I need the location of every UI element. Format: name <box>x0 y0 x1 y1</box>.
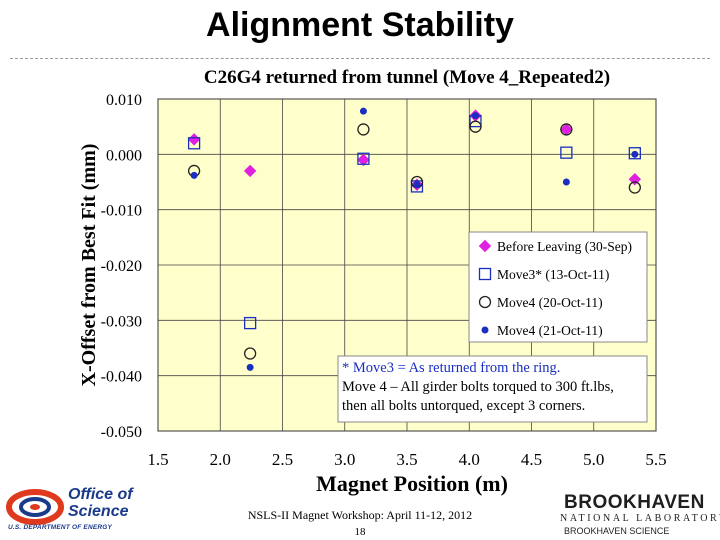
data-point-diamond <box>243 164 257 178</box>
legend-label: Move4 (20-Oct-11) <box>497 295 603 310</box>
y-tick-label: -0.010 <box>101 203 142 220</box>
legend-marker-square <box>478 267 492 281</box>
data-point-square <box>187 137 201 150</box>
data-point-circle <box>469 120 482 133</box>
legend-marker-diamond <box>478 239 492 253</box>
scatter-chart: 1.5 2.0 2.5 3.0 3.5 4.0 4.5 5.0 5.5 0.010 0.000 -0.… <box>78 67 667 496</box>
y-tick-label: 0.010 <box>106 92 142 109</box>
x-tick-label: 1.5 <box>147 450 168 469</box>
data-point-square <box>560 146 573 159</box>
y-tick-label: -0.040 <box>101 369 142 386</box>
slide-title: Alignment Stability <box>206 6 514 44</box>
y-tick-label: 0.000 <box>106 147 142 164</box>
x-tick-label: 5.0 <box>583 450 604 469</box>
data-point-circle <box>357 123 370 136</box>
annotation-box <box>337 355 648 423</box>
data-point-diamond <box>628 173 642 186</box>
bnl-assoc: BROOKHAVEN SCIENCE <box>564 526 670 536</box>
legend-label: Before Leaving (30-Sep) <box>497 239 632 254</box>
data-point-square <box>628 147 641 160</box>
title-divider <box>10 58 710 59</box>
data-point-dot <box>631 150 639 158</box>
data-point-circle <box>628 181 641 194</box>
data-point-square <box>357 152 370 165</box>
x-tick-label: 4.0 <box>459 450 480 469</box>
bnl-lab: NATIONAL LABORATORY <box>560 513 720 524</box>
footer-page-number: 18 <box>354 526 366 538</box>
bnl-name: BROOKHAVEN <box>564 492 705 513</box>
x-tick-label: 5.5 <box>645 450 666 469</box>
x-tick-label: 4.5 <box>521 450 542 469</box>
legend-marker-dot <box>481 326 489 334</box>
data-point-diamond <box>357 153 370 167</box>
data-point-dot <box>413 181 421 189</box>
legend-label: Move3* (13-Oct-11) <box>497 267 609 282</box>
data-point-dot <box>190 171 198 179</box>
data-point-square <box>243 316 257 330</box>
annotation-line: then all bolts untorqued, except 3 corne… <box>342 398 585 414</box>
x-tick-label: 3.0 <box>334 450 355 469</box>
x-tick-label: 3.5 <box>396 450 417 469</box>
data-point-circle <box>560 123 573 136</box>
legend-marker-circle <box>478 295 492 309</box>
legend-box <box>468 231 648 343</box>
annotation-line: * Move3 = As returned from the ring. <box>342 360 560 376</box>
doe-org-name: Office of Science <box>68 486 133 520</box>
y-tick-label: -0.030 <box>101 313 142 330</box>
brookhaven-logo: BROOKHAVEN NATIONAL LABORATORY BROOKHAVE… <box>550 492 720 538</box>
doe-office-of-science-logo: Office of Science U.S. DEPARTMENT OF ENER… <box>4 484 154 532</box>
data-point-circle <box>243 347 257 360</box>
x-tick-label: 2.5 <box>272 450 293 469</box>
x-axis-label: Magnet Position (m) <box>316 471 508 496</box>
data-point-dot <box>359 107 367 115</box>
x-tick-label: 2.0 <box>210 450 231 469</box>
chart-title: C26G4 returned from tunnel (Move 4_Repea… <box>204 67 610 88</box>
data-point-dot <box>246 363 254 371</box>
data-point-square <box>410 180 424 193</box>
footer-event: NSLS-II Magnet Workshop: April 11-12, 20… <box>247 508 473 522</box>
doe-swirl-icon <box>6 489 64 525</box>
annotation-line: Move 4 – All girder bolts torqued to 300… <box>342 379 614 395</box>
doe-dept-name: U.S. DEPARTMENT OF ENERGY <box>8 524 113 531</box>
data-point-dot <box>471 112 479 120</box>
y-tick-label: -0.020 <box>101 258 142 275</box>
y-axis-label: X-Offset from Best Fit (mm) <box>78 144 100 387</box>
data-point-dot <box>562 178 570 186</box>
legend-label: Move4 (21-Oct-11) <box>497 323 603 338</box>
y-tick-label: -0.050 <box>101 424 142 441</box>
